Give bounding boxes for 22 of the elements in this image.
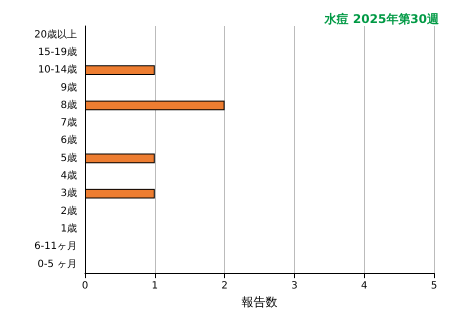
x-tick-label: 4: [361, 280, 368, 292]
y-tick-label: 6歳: [60, 134, 77, 146]
x-tick-label: 1: [152, 280, 158, 292]
x-tick-label: 2: [221, 280, 228, 292]
y-tick-label: 4歳: [60, 170, 77, 182]
y-tick-label: 9歳: [60, 81, 77, 94]
y-tick-label: 5歳: [60, 152, 77, 164]
x-axis-title: 報告数: [242, 295, 278, 309]
y-tick-label: 10-14歳: [38, 64, 77, 76]
y-tick-label: 6-11ヶ月: [34, 241, 77, 252]
x-tick-label: 0: [82, 280, 88, 292]
x-tick-label: 5: [430, 280, 438, 292]
y-tick-label: 7歳: [60, 116, 77, 129]
y-tick-label: 2歳: [60, 204, 77, 217]
y-tick-label: 0-5 ヶ月: [37, 258, 77, 270]
y-tick-label: 1歳: [60, 222, 77, 234]
y-tick-label: 8歳: [60, 98, 77, 111]
chart-title: 水痘 2025年第30週: [324, 12, 440, 26]
y-tick-label: 20歳以上: [34, 28, 77, 40]
x-tick-label: 3: [291, 280, 298, 292]
y-tick-label: 3歳: [60, 187, 77, 200]
y-tick-label: 15-19歳: [38, 46, 77, 58]
